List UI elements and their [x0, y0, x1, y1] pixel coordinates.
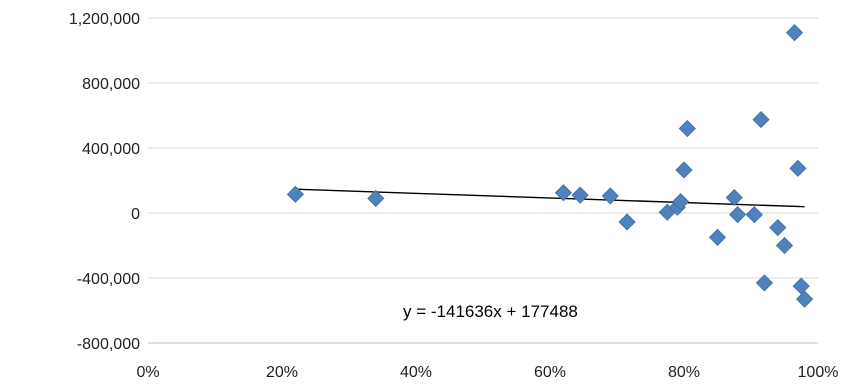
data-point-marker	[675, 161, 693, 179]
y-tick-label: 400,000	[82, 141, 140, 158]
data-point-marker	[745, 206, 763, 224]
data-point-marker	[672, 193, 690, 211]
data-point-marker	[618, 213, 636, 231]
y-tick-label: -800,000	[77, 336, 140, 353]
data-point-marker	[792, 277, 810, 295]
data-point-marker	[554, 184, 572, 202]
x-tick-label: 0%	[136, 364, 159, 381]
data-point-marker	[755, 274, 773, 292]
gridlines	[148, 17, 818, 344]
data-point-marker	[796, 290, 814, 308]
data-point-marker	[725, 188, 743, 207]
data-point-marker	[367, 189, 385, 207]
x-axis-tick-labels: 0% 20% 40% 60% 80% 100%	[136, 364, 838, 381]
data-point-marker	[785, 24, 804, 42]
data-point-marker	[678, 119, 696, 138]
y-axis-tick-labels: 1,200,000 800,000 400,000 0 -400,000 -800,000	[69, 11, 140, 353]
data-point-marker	[729, 206, 747, 224]
data-point-marker	[571, 186, 589, 204]
data-points	[286, 24, 814, 308]
x-tick-label: 40%	[400, 364, 432, 381]
data-point-marker	[601, 187, 619, 205]
y-tick-label: 0	[131, 206, 140, 223]
data-point-marker	[752, 110, 770, 129]
x-tick-label: 20%	[266, 364, 298, 381]
y-tick-label: -400,000	[77, 271, 140, 288]
trendline-equation: y = -141636x + 177488	[403, 302, 578, 321]
data-point-marker	[789, 159, 807, 177]
data-point-marker	[708, 228, 727, 246]
x-tick-label: 80%	[668, 364, 700, 381]
trendline	[295, 188, 805, 208]
data-point-marker	[775, 236, 794, 255]
y-tick-label: 800,000	[82, 76, 140, 93]
data-point-marker	[769, 219, 787, 237]
x-tick-label: 60%	[534, 364, 566, 381]
data-point-marker	[286, 185, 304, 203]
y-tick-label: 1,200,000	[69, 11, 140, 28]
x-tick-label: 100%	[798, 364, 839, 381]
